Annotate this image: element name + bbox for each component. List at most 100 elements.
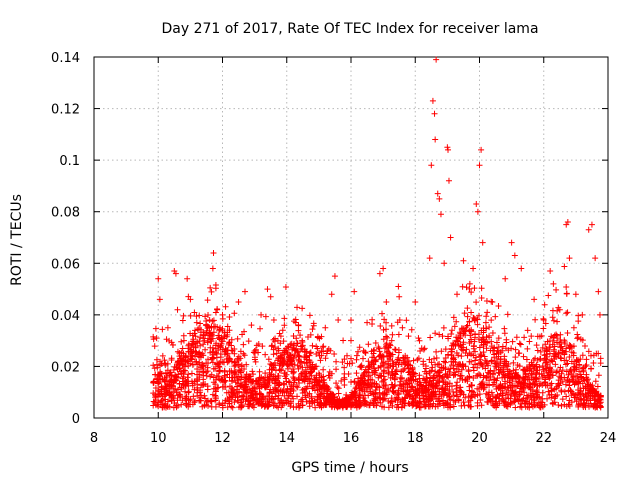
data-point-cloud <box>512 404 519 411</box>
data-point-cloud <box>250 404 257 411</box>
data-point <box>478 146 485 153</box>
data-point-cloud <box>561 340 568 347</box>
data-point-cloud <box>284 395 291 402</box>
data-point-cloud <box>351 378 358 385</box>
data-point-cloud <box>471 338 478 345</box>
data-point-cloud <box>495 395 502 402</box>
y-tick-label: 0.04 <box>51 309 80 324</box>
data-point-cloud <box>205 402 212 409</box>
x-tick-label: 22 <box>535 431 552 446</box>
data-point <box>595 288 602 295</box>
x-tick-label: 24 <box>600 431 617 446</box>
data-point-cloud <box>191 330 198 337</box>
data-point-cloud <box>499 347 506 354</box>
data-point-cloud <box>465 366 472 373</box>
data-point-cloud <box>493 339 500 346</box>
data-point-cloud <box>280 338 287 345</box>
data-point-cloud <box>318 333 325 340</box>
data-point-cloud <box>454 379 461 386</box>
data-point-cloud <box>299 342 306 349</box>
data-point-cloud <box>461 328 468 335</box>
data-point-cloud <box>174 402 181 409</box>
data-point-cloud <box>229 404 236 411</box>
data-point-cloud <box>464 305 471 312</box>
data-point <box>164 324 171 331</box>
data-point-cloud <box>327 347 334 354</box>
data-point-cloud <box>200 341 207 348</box>
data-point-cloud <box>150 362 157 369</box>
data-point-cloud <box>563 284 570 291</box>
data-point-cloud <box>312 404 319 411</box>
data-point <box>267 293 274 300</box>
data-point-cloud <box>391 346 398 353</box>
data-point-cloud <box>480 343 487 350</box>
data-point-cloud <box>501 325 508 332</box>
data-point-cloud <box>575 312 582 319</box>
data-point-cloud <box>405 333 412 340</box>
data-point-cloud <box>272 344 279 351</box>
data-point-cloud <box>203 372 210 379</box>
data-point <box>450 314 457 321</box>
data-point-cloud <box>299 337 306 344</box>
data-point-cloud <box>189 382 196 389</box>
data-point-cloud <box>417 398 424 405</box>
data-point-cloud <box>398 374 405 381</box>
data-point-cloud <box>279 327 286 334</box>
data-point-cloud <box>262 351 269 358</box>
data-point-cloud <box>239 392 246 399</box>
data-point-cloud <box>462 363 469 370</box>
data-point-cloud <box>184 374 191 381</box>
data-point-cloud <box>252 358 259 365</box>
data-point-cloud <box>512 346 519 353</box>
data-point-cloud <box>216 363 223 370</box>
data-point-cloud <box>231 310 238 317</box>
data-point-cloud <box>564 330 571 337</box>
data-point-cloud <box>452 371 459 378</box>
data-point-cloud <box>196 312 203 319</box>
data-point-cloud <box>499 343 506 350</box>
data-point <box>383 298 390 305</box>
data-point-cloud <box>188 355 195 362</box>
data-point-cloud <box>455 352 462 359</box>
data-point-cloud <box>491 367 498 374</box>
data-point-cloud <box>451 323 458 330</box>
data-point-cloud <box>320 366 327 373</box>
data-point-cloud <box>307 369 314 376</box>
data-point-cloud <box>502 384 509 391</box>
data-point-cloud <box>541 401 548 408</box>
data-point-cloud <box>236 389 243 396</box>
data-point-cloud <box>563 393 570 400</box>
data-point-cloud <box>380 383 387 390</box>
data-point-cloud <box>380 326 387 333</box>
data-point-cloud <box>176 381 183 388</box>
x-axis-label: GPS time / hours <box>291 460 408 476</box>
data-point-cloud <box>170 342 177 349</box>
data-point-cloud <box>455 397 462 404</box>
data-point-cloud <box>467 332 474 339</box>
data-point-cloud <box>265 356 272 363</box>
data-point-cloud <box>370 347 377 354</box>
data-point-cloud <box>214 324 221 331</box>
data-point-cloud <box>191 309 198 316</box>
data-point-cloud <box>167 369 174 376</box>
data-point-cloud <box>380 373 387 380</box>
data-point-cloud <box>566 403 573 410</box>
data-point-cloud <box>281 356 288 363</box>
data-point-cloud <box>516 340 523 347</box>
data-point-cloud <box>570 324 577 331</box>
data-point-cloud <box>515 373 522 380</box>
data-point-cloud <box>542 376 549 383</box>
data-point <box>473 200 480 207</box>
data-point <box>502 275 509 282</box>
data-point-cloud <box>462 327 469 334</box>
data-point-cloud <box>396 381 403 388</box>
data-point-cloud <box>185 389 192 396</box>
data-point-cloud <box>480 386 487 393</box>
data-point-cloud <box>579 337 586 344</box>
y-tick-label: 0.06 <box>51 257 80 272</box>
data-point-cloud <box>290 395 297 402</box>
data-point-cloud <box>164 360 171 367</box>
data-point-cloud <box>372 356 379 363</box>
data-point <box>412 298 419 305</box>
data-point-cloud <box>554 392 561 399</box>
